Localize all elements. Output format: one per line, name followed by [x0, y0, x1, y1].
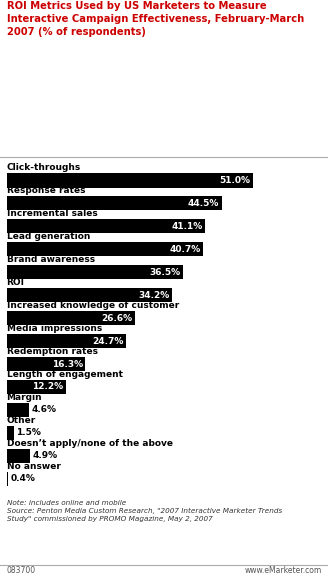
Bar	[7, 311, 135, 325]
Text: 26.6%: 26.6%	[102, 313, 133, 323]
Text: Response rates: Response rates	[7, 186, 85, 195]
Bar	[7, 196, 222, 211]
Text: Doesn’t apply/none of the above: Doesn’t apply/none of the above	[7, 438, 173, 447]
Text: Media impressions: Media impressions	[7, 324, 102, 333]
Text: Brand awareness: Brand awareness	[7, 255, 95, 264]
Text: Length of engagement: Length of engagement	[7, 370, 123, 379]
Text: Other: Other	[7, 416, 36, 424]
Text: Incremental sales: Incremental sales	[7, 209, 97, 218]
Text: www.eMarketer.com: www.eMarketer.com	[244, 566, 321, 575]
Text: Increased knowledge of customer: Increased knowledge of customer	[7, 301, 179, 310]
Text: Lead generation: Lead generation	[7, 232, 90, 241]
Text: 24.7%: 24.7%	[92, 336, 124, 346]
Text: 44.5%: 44.5%	[188, 199, 219, 208]
Bar	[7, 288, 172, 302]
Text: 4.9%: 4.9%	[33, 451, 58, 460]
Text: 51.0%: 51.0%	[220, 176, 251, 185]
Text: Margin: Margin	[7, 393, 42, 402]
Text: Redemption rates: Redemption rates	[7, 347, 97, 356]
Bar	[7, 173, 253, 187]
Text: ROI: ROI	[7, 278, 25, 287]
Text: 41.1%: 41.1%	[172, 222, 203, 231]
Text: 40.7%: 40.7%	[170, 245, 201, 254]
Bar	[7, 380, 66, 394]
Bar	[7, 472, 9, 486]
Text: 083700: 083700	[7, 566, 36, 575]
Bar	[7, 265, 183, 279]
Text: 34.2%: 34.2%	[138, 291, 170, 300]
Bar	[7, 448, 30, 463]
Bar	[7, 403, 29, 417]
Text: ROI Metrics Used by US Marketers to Measure
Interactive Campaign Effectiveness, : ROI Metrics Used by US Marketers to Meas…	[7, 1, 304, 37]
Text: 0.4%: 0.4%	[11, 474, 36, 483]
Bar	[7, 219, 205, 234]
Text: 36.5%: 36.5%	[150, 268, 181, 276]
Bar	[7, 357, 85, 371]
Text: Click-throughs: Click-throughs	[7, 163, 81, 172]
Text: 12.2%: 12.2%	[32, 383, 63, 392]
Text: Note: includes online and mobile
Source: Penton Media Custom Research, "2007 Int: Note: includes online and mobile Source:…	[7, 500, 282, 522]
Text: No answer: No answer	[7, 461, 60, 471]
Bar	[7, 426, 14, 440]
Bar	[7, 334, 126, 348]
Text: 16.3%: 16.3%	[52, 360, 83, 369]
Bar	[7, 242, 203, 257]
Text: 1.5%: 1.5%	[16, 429, 41, 437]
Text: 4.6%: 4.6%	[31, 406, 56, 414]
